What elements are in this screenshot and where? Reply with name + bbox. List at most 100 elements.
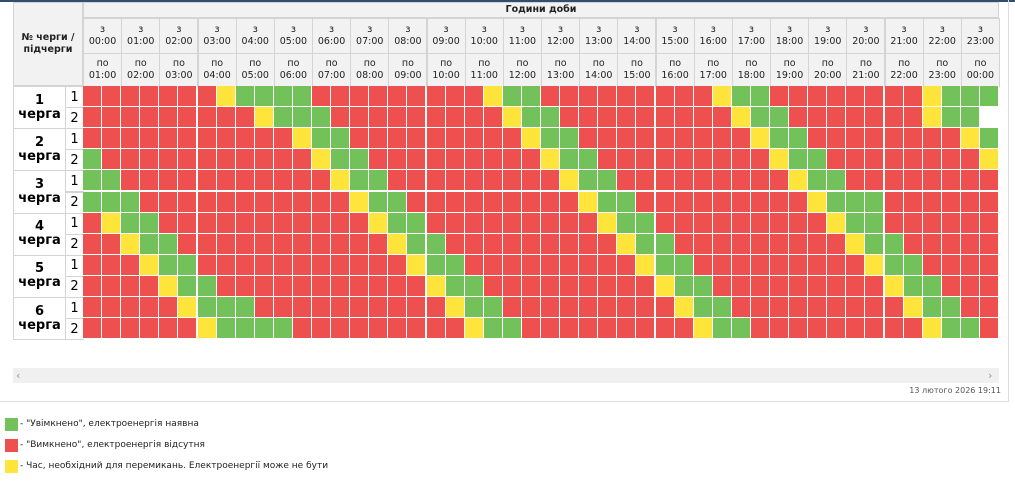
schedule-cell (922, 275, 942, 297)
schedule-cell (254, 275, 274, 297)
from-prefix: з (825, 24, 831, 35)
schedule-cell (140, 254, 160, 276)
schedule-cell (83, 275, 103, 297)
schedule-cell (827, 86, 847, 108)
schedule-cell (808, 297, 828, 319)
queue-label: 5 черга (13, 254, 66, 298)
from-prefix: з (252, 24, 258, 35)
schedule-cell (216, 297, 236, 319)
schedule-cell (445, 107, 465, 129)
schedule-cell (426, 297, 446, 319)
schedule-cell (598, 170, 618, 192)
schedule-cell (483, 212, 503, 234)
schedule-cell (426, 318, 446, 340)
schedule-cell (655, 170, 675, 192)
schedule-cell (865, 128, 885, 150)
schedule-cell (903, 170, 923, 192)
from-time: 03:00 (203, 36, 231, 47)
schedule-cell (636, 275, 656, 297)
schedule-cell (292, 275, 312, 297)
schedule-cell (693, 170, 713, 192)
from-prefix: з (939, 24, 945, 35)
to-header: по 07:00 (312, 53, 352, 87)
to-prefix: по (172, 58, 185, 69)
schedule-cell (808, 107, 828, 129)
schedule-cell (426, 191, 446, 213)
to-prefix: по (745, 58, 758, 69)
schedule-cell (312, 191, 332, 213)
legend-text: - "Вимкнено", електроенергія відсутня (20, 440, 205, 450)
schedule-cell (636, 107, 656, 129)
schedule-cell (464, 86, 484, 108)
schedule-cell (426, 254, 446, 276)
to-prefix: по (707, 58, 720, 69)
schedule-cell (331, 128, 351, 150)
schedule-cell (388, 318, 408, 340)
schedule-cell (579, 128, 599, 150)
schedule-cell (865, 297, 885, 319)
schedule-cell (178, 233, 198, 255)
schedule-cell (445, 297, 465, 319)
schedule-cell (636, 254, 656, 276)
schedule-cell (712, 170, 732, 192)
schedule-cell (884, 86, 904, 108)
to-time: 19:00 (775, 70, 804, 81)
schedule-cell (464, 191, 484, 213)
from-header: з 15:00 (655, 18, 695, 54)
schedule-cell (483, 318, 503, 340)
schedule-cell (541, 233, 561, 255)
schedule-cell (159, 233, 179, 255)
schedule-cell (579, 297, 599, 319)
schedule-cell (235, 212, 255, 234)
schedule-cell (560, 297, 580, 319)
schedule-cell (407, 233, 427, 255)
schedule-cell (979, 86, 999, 108)
schedule-cell (102, 128, 122, 150)
schedule-cell (445, 128, 465, 150)
schedule-cell (617, 233, 637, 255)
legend-swatch (5, 460, 18, 473)
schedule-cell (83, 86, 103, 108)
schedule-cell (865, 191, 885, 213)
schedule-cell (636, 233, 656, 255)
schedule-cell (216, 128, 236, 150)
to-time: 17:00 (699, 70, 727, 81)
schedule-cell (655, 107, 675, 129)
legend-text: - "Увімкнено", електроенергія наявна (20, 419, 199, 429)
schedule-cell (808, 254, 828, 276)
schedule-cell (312, 170, 332, 192)
schedule-cell (273, 233, 293, 255)
schedule-cell (502, 170, 522, 192)
to-prefix: по (936, 58, 949, 69)
scroll-right[interactable]: › (988, 369, 993, 382)
schedule-cell (521, 212, 541, 234)
from-header: з 01:00 (121, 18, 161, 54)
schedule-cell (636, 318, 656, 340)
scrollbar[interactable] (13, 368, 999, 383)
schedule-cell (216, 254, 236, 276)
from-time: 02:00 (165, 36, 193, 47)
from-time: 06:00 (317, 36, 346, 47)
from-time: 10:00 (470, 36, 498, 47)
schedule-cell (140, 107, 160, 129)
schedule-cell (960, 170, 980, 192)
to-header: по 05:00 (235, 53, 275, 87)
schedule-cell (83, 212, 103, 234)
schedule-cell (674, 275, 694, 297)
schedule-cell (445, 170, 465, 192)
from-time: 13:00 (585, 36, 613, 47)
schedule-cell (312, 128, 332, 150)
schedule-cell (541, 107, 561, 129)
to-header: по 17:00 (693, 53, 733, 87)
schedule-cell (598, 86, 618, 108)
legend-swatch (5, 418, 18, 431)
schedule-cell (159, 212, 179, 234)
queue-label: 1 черга (13, 86, 66, 130)
schedule-cell (846, 149, 866, 171)
schedule-cell (464, 149, 484, 171)
schedule-cell (121, 212, 141, 234)
schedule-cell (941, 128, 961, 150)
schedule-cell (846, 128, 866, 150)
schedule-cell (674, 212, 694, 234)
scroll-left[interactable]: ‹ (16, 369, 21, 382)
